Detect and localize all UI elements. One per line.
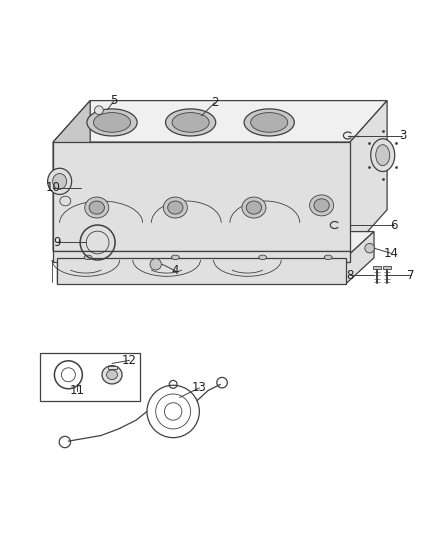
Ellipse shape (106, 370, 117, 379)
Polygon shape (57, 258, 346, 284)
Polygon shape (346, 231, 374, 284)
Text: 7: 7 (407, 269, 415, 282)
Text: 11: 11 (70, 384, 85, 398)
Text: 12: 12 (122, 354, 137, 367)
Ellipse shape (242, 197, 266, 218)
Text: 6: 6 (390, 219, 397, 231)
Ellipse shape (310, 195, 334, 216)
Ellipse shape (172, 112, 209, 132)
Ellipse shape (371, 139, 395, 172)
Ellipse shape (48, 168, 72, 195)
Polygon shape (53, 251, 350, 266)
Ellipse shape (246, 201, 261, 214)
Ellipse shape (259, 255, 267, 260)
Text: 4: 4 (172, 264, 179, 277)
Text: 8: 8 (346, 269, 353, 282)
Text: 14: 14 (384, 247, 399, 260)
Text: 5: 5 (110, 94, 118, 107)
Ellipse shape (85, 197, 109, 218)
Ellipse shape (314, 199, 329, 212)
Circle shape (150, 259, 161, 270)
Ellipse shape (60, 196, 71, 206)
Polygon shape (53, 101, 387, 142)
FancyBboxPatch shape (383, 265, 392, 269)
Ellipse shape (324, 255, 332, 260)
Ellipse shape (168, 201, 183, 214)
Polygon shape (53, 142, 350, 251)
Text: 3: 3 (399, 129, 406, 142)
Ellipse shape (163, 197, 187, 218)
Ellipse shape (102, 366, 122, 384)
Ellipse shape (87, 109, 137, 136)
Polygon shape (57, 231, 374, 258)
Ellipse shape (84, 255, 92, 260)
Polygon shape (350, 101, 387, 251)
Ellipse shape (53, 174, 67, 189)
Polygon shape (53, 101, 90, 251)
Ellipse shape (171, 255, 179, 260)
Ellipse shape (376, 144, 390, 166)
Text: 2: 2 (211, 96, 219, 109)
Polygon shape (57, 231, 86, 284)
Text: 10: 10 (46, 181, 60, 195)
Text: 9: 9 (54, 236, 61, 249)
FancyBboxPatch shape (373, 265, 381, 269)
Ellipse shape (166, 109, 216, 136)
Circle shape (95, 106, 103, 115)
Ellipse shape (251, 112, 288, 132)
Circle shape (365, 244, 374, 253)
FancyBboxPatch shape (108, 366, 117, 369)
Text: 13: 13 (192, 382, 207, 394)
Ellipse shape (244, 109, 294, 136)
Ellipse shape (93, 112, 131, 132)
Ellipse shape (89, 201, 104, 214)
